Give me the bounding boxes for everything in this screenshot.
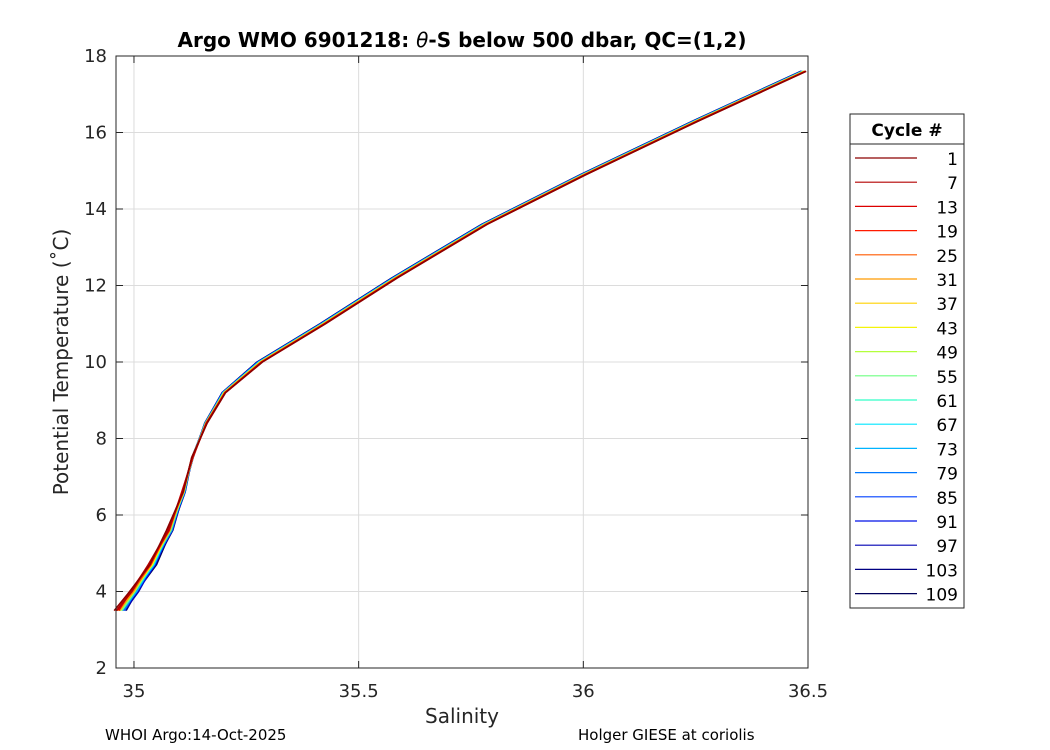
y-tick-label: 12 (84, 276, 107, 297)
y-tick-label: 10 (84, 352, 107, 373)
ticks: 35 35.5 36 36.5 2 4 6 8 10 12 14 16 18 (84, 46, 828, 702)
legend-label: 79 (936, 465, 958, 485)
chart-title-prefix: Argo WMO 6901218: (178, 28, 417, 52)
chart-title: Argo WMO 6901218: θ-S below 500 dbar, QC… (178, 28, 747, 52)
legend-label: 97 (936, 537, 958, 557)
legend-label: 67 (936, 416, 958, 436)
grid (116, 55, 809, 669)
profile-line-1 (113, 70, 807, 612)
profiles (113, 70, 807, 612)
legend-label: 55 (936, 368, 958, 388)
legend-label: 7 (947, 174, 958, 194)
x-tick-label: 35.5 (339, 681, 379, 702)
legend-items: 1 7 13 19 25 31 37 43 49 55 61 67 73 79 85 91 97 103 109 (855, 150, 958, 606)
legend-label: 109 (926, 586, 958, 606)
legend-label: 61 (936, 392, 958, 412)
x-tick-label: 35 (123, 681, 146, 702)
legend-label: 13 (936, 198, 958, 218)
legend-label: 103 (926, 561, 958, 581)
legend-label: 91 (936, 513, 958, 533)
y-tick-label: 18 (84, 46, 107, 67)
legend-label: 73 (936, 440, 958, 460)
legend-label: 31 (936, 271, 958, 291)
y-tick-label: 6 (96, 505, 107, 526)
y-tick-label: 4 (96, 582, 107, 603)
chart-title-suffix: -S below 500 dbar, QC=(1,2) (428, 28, 746, 52)
legend-label: 49 (936, 344, 958, 364)
x-tick-label: 36.5 (788, 681, 828, 702)
legend-label: 85 (936, 489, 958, 509)
legend-box (849, 113, 965, 609)
x-axis-label: Salinity (425, 704, 499, 728)
legend-label: 25 (936, 247, 958, 267)
legend-title: Cycle # (871, 121, 942, 141)
y-axis-label: Potential Temperature (˚C) (49, 229, 73, 496)
y-tick-label: 16 (84, 123, 107, 144)
footer-right: Holger GIESE at coriolis (578, 726, 755, 744)
legend-label: 1 (947, 150, 958, 170)
legend-label: 19 (936, 223, 958, 243)
footer-left: WHOI Argo:14-Oct-2025 (105, 726, 287, 744)
legend-label: 43 (936, 319, 958, 339)
chart-title-theta: θ (416, 28, 428, 52)
legend: Cycle # 1 7 13 19 25 31 37 43 49 55 61 67 73 79 85 91 97… (849, 113, 965, 609)
y-tick-label: 8 (96, 429, 107, 450)
legend-label: 37 (936, 295, 958, 315)
x-tick-label: 36 (572, 681, 595, 702)
y-tick-label: 14 (84, 199, 107, 220)
y-tick-label: 2 (96, 658, 107, 679)
